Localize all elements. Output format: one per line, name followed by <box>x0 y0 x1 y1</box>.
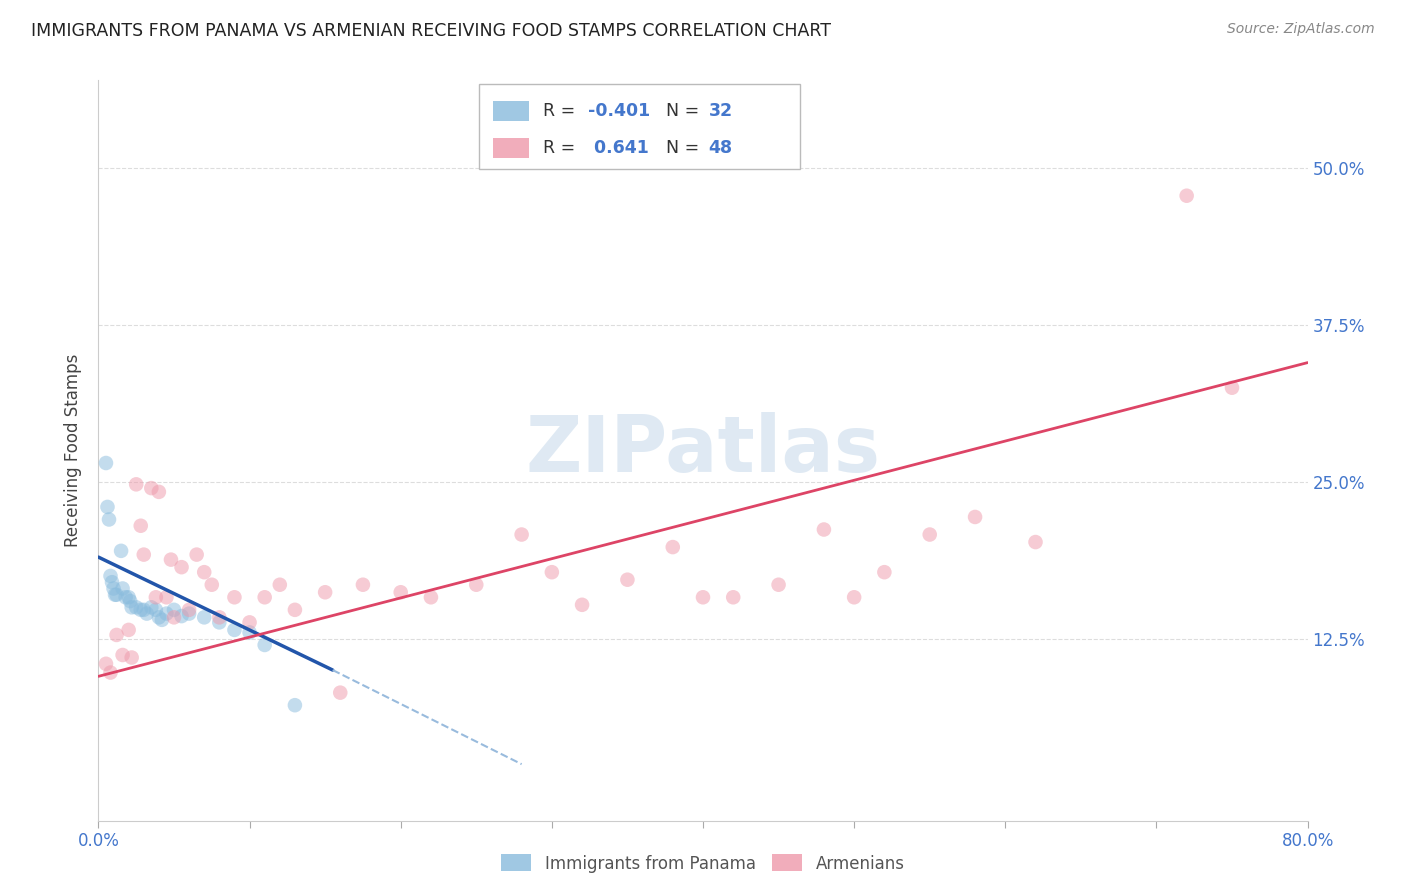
Point <box>844 591 866 605</box>
Point <box>104 588 127 602</box>
Text: 48: 48 <box>709 139 733 157</box>
Point <box>208 610 231 624</box>
Text: R =: R = <box>543 102 581 120</box>
Point <box>121 650 143 665</box>
Point <box>540 565 562 579</box>
Point <box>873 565 896 579</box>
Point <box>148 610 170 624</box>
Point <box>110 544 132 558</box>
Point <box>239 625 262 640</box>
Point <box>179 603 201 617</box>
Point <box>253 638 276 652</box>
Point <box>389 585 412 599</box>
Point <box>155 591 177 605</box>
Point <box>352 578 374 592</box>
Point <box>101 575 124 590</box>
Point <box>125 477 148 491</box>
Point <box>125 600 148 615</box>
Point <box>201 578 224 592</box>
Point <box>163 603 186 617</box>
Point <box>208 615 231 630</box>
Point <box>193 565 215 579</box>
Point <box>135 607 157 621</box>
Point <box>253 591 276 605</box>
Point <box>284 698 307 713</box>
Point <box>103 582 125 596</box>
Point <box>118 623 141 637</box>
Point <box>111 648 134 662</box>
Legend: Immigrants from Panama, Armenians: Immigrants from Panama, Armenians <box>495 847 911 880</box>
Text: 32: 32 <box>709 102 733 120</box>
Point <box>224 623 246 637</box>
Point <box>813 523 835 537</box>
Point <box>571 598 593 612</box>
Point <box>661 540 683 554</box>
Point <box>284 603 307 617</box>
Point <box>1024 535 1046 549</box>
Point <box>616 573 638 587</box>
Point <box>100 665 122 680</box>
Point <box>160 552 183 566</box>
Point <box>94 657 117 671</box>
Point <box>193 610 215 624</box>
Point <box>965 510 987 524</box>
Point <box>118 591 141 605</box>
Point <box>239 615 262 630</box>
Point <box>1220 381 1243 395</box>
Point <box>129 603 152 617</box>
Text: N =: N = <box>655 139 704 157</box>
Point <box>121 600 143 615</box>
Point <box>170 560 193 574</box>
Point <box>105 628 128 642</box>
Text: R =: R = <box>543 139 581 157</box>
Y-axis label: Receiving Food Stamps: Receiving Food Stamps <box>65 354 83 547</box>
Point <box>145 603 167 617</box>
Point <box>98 512 121 526</box>
Point <box>224 591 246 605</box>
Point <box>186 548 208 562</box>
Point <box>100 569 122 583</box>
Point <box>723 591 745 605</box>
Point <box>111 582 134 596</box>
Text: N =: N = <box>655 102 704 120</box>
Point <box>94 456 117 470</box>
Point <box>105 588 128 602</box>
Point <box>1175 188 1198 202</box>
Text: Source: ZipAtlas.com: Source: ZipAtlas.com <box>1227 22 1375 37</box>
Point <box>329 686 352 700</box>
Text: -0.401: -0.401 <box>588 102 650 120</box>
Point <box>148 484 170 499</box>
Point <box>420 591 443 605</box>
Point <box>155 607 177 621</box>
Point <box>510 527 533 541</box>
Point <box>314 585 336 599</box>
Point <box>114 591 136 605</box>
Point <box>145 591 167 605</box>
Point <box>96 500 118 514</box>
Point <box>129 518 152 533</box>
Point <box>170 609 193 624</box>
Point <box>179 607 201 621</box>
Text: IMMIGRANTS FROM PANAMA VS ARMENIAN RECEIVING FOOD STAMPS CORRELATION CHART: IMMIGRANTS FROM PANAMA VS ARMENIAN RECEI… <box>31 22 831 40</box>
Text: ZIPatlas: ZIPatlas <box>526 412 880 489</box>
Point <box>141 481 163 495</box>
Point <box>150 613 173 627</box>
Point <box>120 594 142 608</box>
Point <box>918 527 941 541</box>
Point <box>132 548 155 562</box>
Text: 0.641: 0.641 <box>588 139 648 157</box>
Point <box>132 603 155 617</box>
Point <box>163 610 186 624</box>
Point <box>141 600 163 615</box>
Point <box>692 591 714 605</box>
Point <box>269 578 291 592</box>
Point <box>768 578 790 592</box>
Point <box>465 578 488 592</box>
